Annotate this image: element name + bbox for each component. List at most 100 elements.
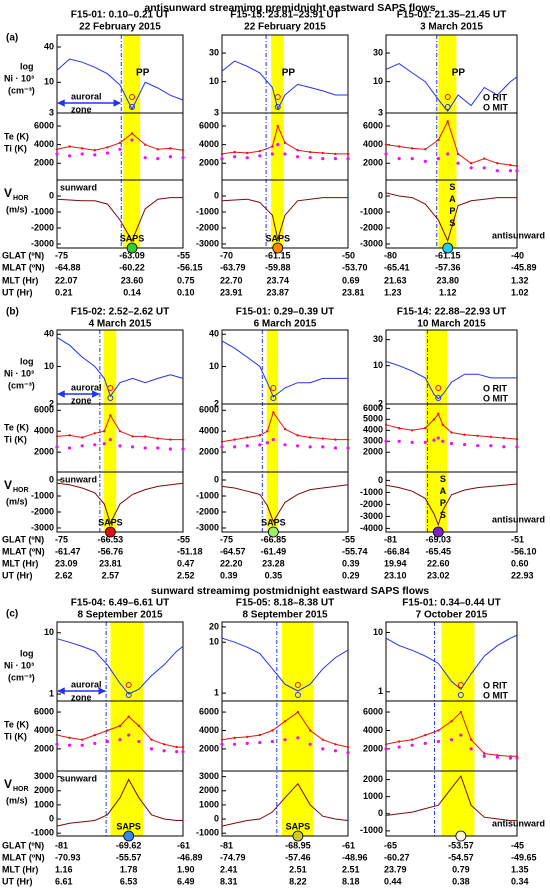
data-point [80,444,84,448]
legend-entry: O RIT [483,680,508,690]
table-cell: -63.09 [119,250,145,260]
y-tick-label: 4000 [199,725,219,735]
table-cell: -65 [384,840,397,850]
annotation: antisunward [492,230,545,240]
data-point [482,754,486,758]
table-cell: 1.23 [384,287,402,297]
panel-frame [56,403,184,473]
data-point [169,438,172,441]
data-point [515,437,519,441]
data-point [118,738,122,742]
trace [385,634,518,691]
annotation: PP [136,68,150,79]
data-point [266,430,269,433]
data-point [469,738,473,741]
panel-frame [56,179,184,249]
data-point [296,434,299,437]
data-point [93,149,97,152]
data-point [384,143,388,146]
y-tick-label: 2000 [34,158,54,168]
trough-marker [107,395,114,401]
trough-marker [435,395,442,401]
y-tick-label: 4000 [34,139,54,149]
y-tick-label: 6000 [34,405,54,415]
y-label: HOR [13,786,29,793]
y-tick-label: -2000 [196,222,219,232]
y-tick-label: -1000 [31,206,54,216]
trace [56,778,183,827]
y-tick-label: 1000 [34,799,54,809]
y-tick-label: 10 [44,77,54,87]
annotation: PP [282,68,296,79]
y-tick-label: 4000 [199,426,219,436]
event-marker [123,830,135,842]
data-point [469,747,473,751]
row-label: UT (Hr) [2,287,33,297]
trace [221,484,349,523]
y-tick-label: -1000 [360,487,383,497]
panel-frame [56,471,184,533]
trace [221,124,348,155]
data-point [308,156,312,160]
row-label: MLAT (ºN) [2,852,45,862]
trace [56,638,184,695]
y-tick-label: 2000 [199,743,219,753]
data-point [68,446,72,450]
table-cell: 0.44 [384,876,402,886]
data-point [220,152,224,156]
annotation: SAPS [286,821,311,831]
data-point [296,155,300,159]
y-tick-label: 2 [49,398,54,408]
data-point [181,745,185,749]
table-cell: -51 [511,534,524,544]
trace [385,711,517,757]
data-point [411,738,414,741]
y-tick-label: 30 [373,334,383,344]
data-point [384,743,388,746]
table-cell: -61 [177,840,190,850]
table-cell: 0.47 [177,558,195,568]
data-point [144,143,147,146]
data-point [258,434,261,437]
table-cell: -69.62 [116,840,142,850]
trace [385,775,517,822]
data-point [489,435,492,439]
y-tick-label: 3 [378,107,383,117]
data-point [334,438,337,441]
data-point [456,152,460,156]
data-point [245,741,249,745]
data-point [446,152,450,156]
y-tick-label: 1000 [199,799,219,809]
trace [385,63,518,113]
data-point [411,429,414,432]
data-point [283,443,287,447]
data-point [397,156,401,161]
table-cell: 2.41 [220,864,238,874]
data-point [296,149,299,152]
y-tick-label: 30 [209,47,219,57]
y-label: HOR [13,195,29,202]
panel-frame [56,112,184,181]
saps-highlight [438,35,457,248]
data-point [93,153,97,157]
table-cell: 1.02 [511,287,529,297]
table-cell: -45.89 [511,262,537,272]
event-marker [455,830,467,842]
y-tick-label: -2000 [360,499,383,509]
trace [385,360,517,400]
data-point [489,444,493,448]
table-cell: -54.57 [448,852,474,862]
data-point [411,147,414,150]
panel-label: (a) [6,33,18,44]
y-tick-label: -2000 [31,222,54,232]
table-cell: 2.52 [177,570,195,580]
table-cell: 1.12 [439,287,457,297]
data-point [150,738,153,741]
y-tick-label: 3000 [363,436,383,446]
trace [221,60,348,111]
event-marker [292,830,304,842]
row-label: UT (Hr) [2,876,33,886]
data-point [515,445,519,449]
data-point [105,739,109,744]
